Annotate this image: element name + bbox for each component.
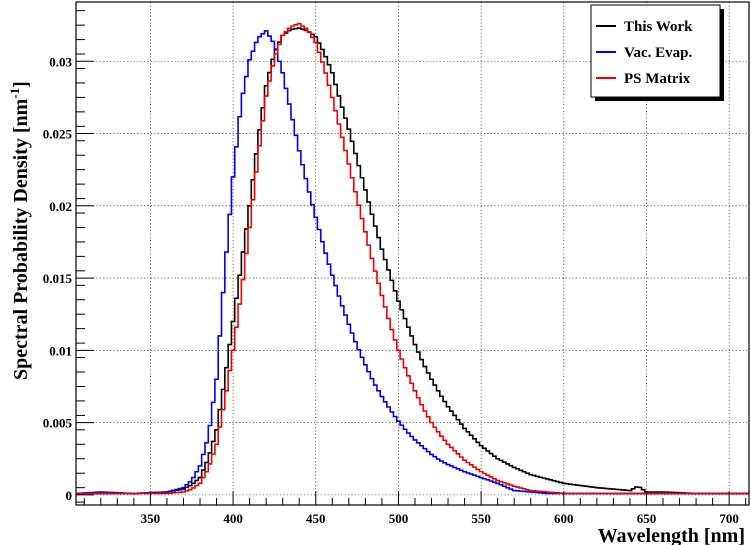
- legend-label-ps-matrix: PS Matrix: [624, 71, 691, 87]
- y-tick-label: 0.01: [49, 343, 72, 358]
- x-tick-label: 350: [141, 511, 161, 526]
- series-this-work: [76, 27, 749, 495]
- plot-frame: [75, 1, 750, 506]
- legend: This Work Vac. Evap. PS Matrix: [590, 4, 724, 101]
- x-axis-title: Wavelength [nm]: [598, 525, 745, 545]
- y-axis-title-superscript: -1: [7, 88, 22, 99]
- y-axis-title: Spectral Probability Density [nm-1]: [7, 81, 32, 380]
- series-layer: [76, 22, 749, 495]
- ticks: 350 400 450 500 550 600 650 700 0 0.005 0.01 0.015 0…: [43, 10, 747, 526]
- x-tick-label: 550: [471, 511, 491, 526]
- x-tick-label: 600: [554, 511, 574, 526]
- y-tick-label: 0.005: [43, 416, 73, 431]
- legend-label-this-work: This Work: [624, 19, 693, 35]
- y-tick-label: 0.025: [43, 127, 73, 142]
- y-tick-label: 0.03: [49, 54, 72, 69]
- y-tick-label: 0.015: [43, 271, 73, 286]
- y-axis-title-end: ]: [10, 81, 32, 88]
- x-tick-label: 700: [719, 511, 739, 526]
- y-tick-label: 0: [66, 488, 73, 503]
- x-tick-label: 650: [637, 511, 657, 526]
- x-tick-label: 450: [306, 511, 326, 526]
- x-tick-label: 400: [223, 511, 243, 526]
- y-tick-label: 0.02: [49, 199, 72, 214]
- x-tick-label: 500: [389, 511, 409, 526]
- series-ps-matrix: [76, 22, 749, 495]
- legend-label-vac-evap: Vac. Evap.: [624, 45, 692, 61]
- y-axis-title-main: Spectral Probability Density [nm: [10, 98, 32, 380]
